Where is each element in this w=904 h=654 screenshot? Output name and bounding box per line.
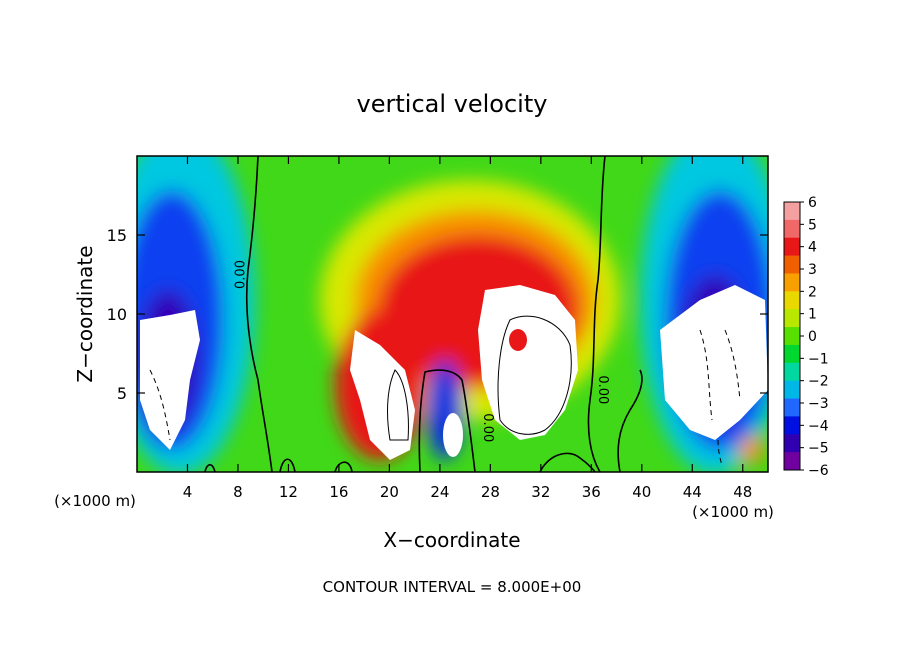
negative-contours (149, 329, 741, 467)
colorbar-swatch (784, 362, 800, 382)
left-negative-contour (149, 369, 171, 441)
zero-contour-lower (617, 369, 643, 472)
x-tick-label: 8 (233, 483, 243, 501)
colorbar-tick-label: 0 (808, 329, 817, 345)
x-axis: 4 8 12 16 20 24 28 32 36 40 44 48 (183, 156, 752, 501)
colorbar-tick-label: −3 (808, 396, 829, 412)
colorbar-swatch (784, 219, 800, 239)
colorbar-tick-label: 6 (808, 195, 817, 211)
contour-label: 0.00 (595, 375, 610, 404)
right-negative-contour-3 (717, 439, 723, 467)
zero-contour-left (245, 156, 273, 472)
x-tick-label: 24 (430, 483, 449, 501)
colorbar-tick-label: −2 (808, 374, 829, 390)
colorbar-swatch (784, 237, 800, 257)
plume-inner-contour (387, 369, 409, 441)
zero-contour-small-3 (334, 461, 353, 472)
contour-interval-label: CONTOUR INTERVAL = 8.000E+00 (323, 578, 582, 596)
colorbar-swatch (784, 434, 800, 453)
colorbar-tick-label: 5 (808, 217, 817, 233)
y-axis-label: Z−coordinate (73, 245, 97, 382)
plume-core (350, 330, 415, 460)
colorbar-swatch (784, 309, 800, 328)
x-tick-label: 48 (733, 483, 752, 501)
dome-inner-contour (497, 315, 572, 435)
contour-lines (204, 156, 643, 472)
colorbar-swatch (784, 380, 800, 400)
colorbar-tick-label: 3 (808, 262, 817, 278)
zero-contour-small-2 (279, 458, 296, 472)
inner-contours (387, 315, 572, 441)
x-tick-label: 32 (531, 483, 550, 501)
x-unit-label-right: (×1000 m) (692, 503, 774, 521)
right-negative-contour-2 (724, 329, 741, 401)
zero-contour-small-4 (539, 452, 596, 472)
right-negative-contour-1 (699, 329, 713, 421)
x-tick-label: 16 (329, 483, 348, 501)
x-tick-label: 12 (279, 483, 298, 501)
x-axis-label: X−coordinate (383, 528, 520, 552)
colorbar-tick-label: −6 (808, 463, 829, 479)
colorbar-tick-label: −5 (808, 441, 829, 457)
y-tick-label: 10 (107, 305, 127, 324)
dome-core-max (509, 329, 527, 351)
x-tick-label: 44 (683, 483, 702, 501)
colorbar-tick-label: 2 (808, 284, 817, 300)
zero-contour-right (587, 156, 606, 472)
colorbar-swatch (784, 202, 800, 221)
colorbar-tick-label: −1 (808, 351, 829, 367)
x-tick-label: 36 (582, 483, 601, 501)
x-unit-label-left: (×1000 m) (54, 492, 136, 510)
left-core (140, 310, 200, 450)
corner-orange-region (740, 436, 764, 464)
chart-title: vertical velocity (357, 90, 548, 118)
colorbar-swatch (784, 344, 800, 364)
colorbar-tick-label: −4 (808, 418, 829, 434)
notch-core (443, 413, 463, 457)
colorbar: 6 5 4 3 2 1 0 −1 −2 −3 −4 −5 −6 (783, 195, 829, 479)
colorbar-swatch (784, 255, 800, 274)
zero-contour-small-1 (204, 464, 216, 472)
contour-labels: 0.00 0.00 0.00 (233, 260, 610, 442)
zero-contour-notch (418, 369, 476, 472)
contour-label: 0.00 (233, 260, 248, 289)
colorbar-swatch (784, 327, 800, 346)
colorbar-swatch (784, 291, 800, 310)
right-core (660, 285, 768, 440)
x-tick-label: 28 (481, 483, 500, 501)
colorbar-tick-label: 1 (808, 307, 817, 323)
y-tick-label: 5 (117, 384, 127, 403)
y-axis: 5 10 15 (107, 226, 768, 403)
x-tick-label: 20 (380, 483, 399, 501)
x-tick-label: 40 (632, 483, 651, 501)
y-tick-label: 15 (107, 226, 127, 245)
x-tick-label: 4 (183, 483, 193, 501)
colorbar-swatch (784, 273, 800, 292)
colorbar-swatch (784, 416, 800, 435)
colorbar-tick-label: 4 (808, 240, 817, 256)
colorbar-swatch (784, 398, 800, 417)
colorbar-swatch (784, 452, 800, 471)
contour-label: 0.00 (480, 413, 495, 442)
heatmap-field: 0.00 0.00 0.00 (136, 155, 769, 473)
